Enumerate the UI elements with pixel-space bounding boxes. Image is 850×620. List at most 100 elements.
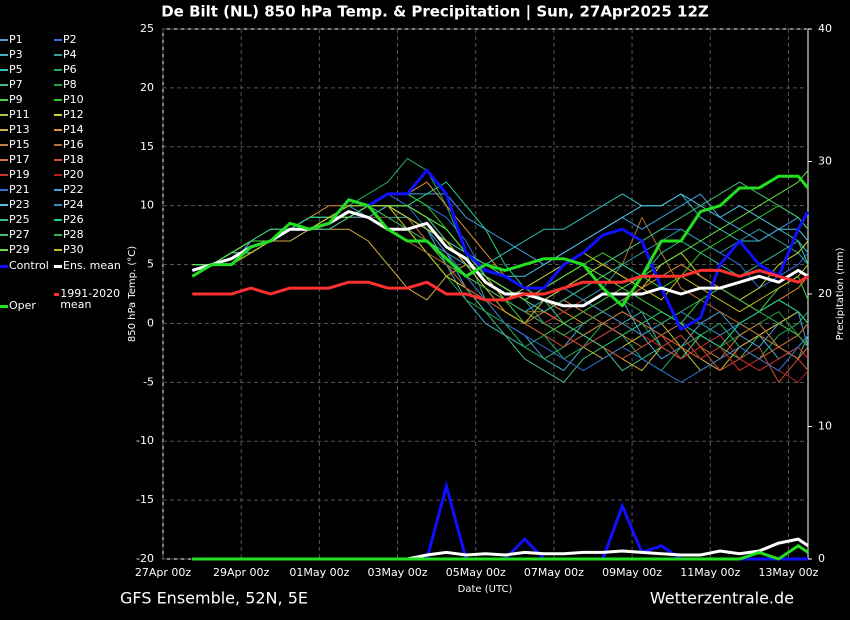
- legend-swatch: [54, 69, 62, 71]
- series-line: [192, 205, 809, 313]
- legend-label: P3: [9, 48, 23, 61]
- legend-swatch: [0, 174, 8, 176]
- legend-swatch: [54, 144, 62, 146]
- legend-swatch: [54, 219, 62, 221]
- legend-swatch: [0, 39, 8, 41]
- series-line: [191, 174, 810, 308]
- legend-label: 1991-2020 mean: [60, 287, 121, 311]
- legend-item: Ens. mean: [54, 260, 121, 271]
- y2-tick-label: 30: [818, 155, 832, 168]
- legend-swatch: [54, 204, 62, 206]
- legend-item: P6: [54, 64, 77, 75]
- legend-item: P24: [54, 199, 84, 210]
- legend-swatch: [0, 189, 8, 191]
- y2-tick-label: 10: [818, 420, 832, 433]
- legend-item: P11: [0, 109, 30, 120]
- legend-label: P13: [9, 123, 30, 136]
- legend-swatch: [54, 265, 62, 268]
- plot-frame: [162, 28, 809, 560]
- legend-item: Oper: [0, 300, 36, 311]
- legend-swatch: [54, 249, 62, 251]
- legend-item: P14: [54, 124, 84, 135]
- legend-item: P5: [0, 64, 23, 75]
- legend-label: P25: [9, 213, 30, 226]
- footer-left: GFS Ensemble, 52N, 5E: [120, 589, 308, 608]
- legend-label: P26: [63, 213, 84, 226]
- legend-label: P23: [9, 198, 30, 211]
- legend-item: P3: [0, 49, 23, 60]
- footer-right: Wetterzentrale.de: [650, 589, 794, 608]
- legend-label: P30: [63, 243, 84, 256]
- y-tick-label: 25: [140, 22, 154, 35]
- precip-line: [192, 480, 808, 561]
- legend-swatch: [0, 129, 8, 131]
- legend-swatch: [0, 114, 8, 116]
- legend-label: P17: [9, 153, 30, 166]
- legend-label: P5: [9, 63, 23, 76]
- x-axis-label: Date (UTC): [458, 584, 513, 595]
- legend-swatch: [0, 305, 8, 308]
- legend-item: P16: [54, 139, 84, 150]
- legend-item: P7: [0, 79, 23, 90]
- legend-item: P10: [54, 94, 84, 105]
- legend-label: P14: [63, 123, 84, 136]
- legend-item: P13: [0, 124, 30, 135]
- legend-label: P28: [63, 228, 84, 241]
- legend-label: P22: [63, 183, 84, 196]
- precip-line: [192, 537, 809, 561]
- legend-label: P6: [63, 63, 77, 76]
- legend-item: P26: [54, 214, 84, 225]
- legend-item: P4: [54, 49, 77, 60]
- y2-tick-label: 40: [818, 22, 832, 35]
- legend-swatch: [54, 293, 60, 296]
- legend-label: P4: [63, 48, 77, 61]
- legend-label: P24: [63, 198, 84, 211]
- legend-item: P27: [0, 229, 30, 240]
- legend-label: P21: [9, 183, 30, 196]
- series-line: [192, 181, 809, 324]
- legend-label: P29: [9, 243, 30, 256]
- series-line: [192, 268, 809, 302]
- legend-swatch: [54, 174, 62, 176]
- legend-label: P7: [9, 78, 23, 91]
- y2-tick-label: 20: [818, 287, 832, 300]
- legend-item: P8: [54, 79, 77, 90]
- legend-label: P9: [9, 93, 23, 106]
- y-tick-label: 20: [140, 81, 154, 94]
- legend-label: P20: [63, 168, 84, 181]
- legend-label: P8: [63, 78, 77, 91]
- legend-swatch: [0, 84, 8, 86]
- legend-label: P1: [9, 33, 23, 46]
- legend-item: P9: [0, 94, 23, 105]
- legend-label: P16: [63, 138, 84, 151]
- legend-swatch: [0, 54, 8, 56]
- legend-item: P22: [54, 184, 84, 195]
- y2-tick-label: 0: [818, 552, 825, 565]
- series-line: [192, 216, 809, 348]
- legend-item: P21: [0, 184, 30, 195]
- y2-axis-label: Precipitation (mm): [835, 247, 846, 340]
- y-tick-label: -5: [143, 375, 154, 388]
- y-tick-label: 5: [147, 258, 154, 271]
- legend-label: Ens. mean: [63, 259, 121, 272]
- legend-swatch: [54, 39, 62, 41]
- legend-item: P17: [0, 154, 30, 165]
- legend-swatch: [54, 84, 62, 86]
- legend-swatch: [54, 54, 62, 56]
- x-tick-label: 09May 00z: [602, 566, 662, 579]
- legend-item: P15: [0, 139, 30, 150]
- legend-label: P19: [9, 168, 30, 181]
- y-tick-label: -15: [136, 493, 154, 506]
- legend-item: P18: [54, 154, 84, 165]
- y-tick-label: -10: [136, 434, 154, 447]
- legend-item: P25: [0, 214, 30, 225]
- chart-title: De Bilt (NL) 850 hPa Temp. & Precipitati…: [161, 3, 709, 22]
- x-tick-label: 11May 00z: [680, 566, 740, 579]
- y-tick-label: 15: [140, 140, 154, 153]
- legend-item: P30: [54, 244, 84, 255]
- legend-swatch: [0, 265, 8, 268]
- y-tick-label: -20: [136, 552, 154, 565]
- legend-swatch: [0, 249, 8, 251]
- legend-item: P29: [0, 244, 30, 255]
